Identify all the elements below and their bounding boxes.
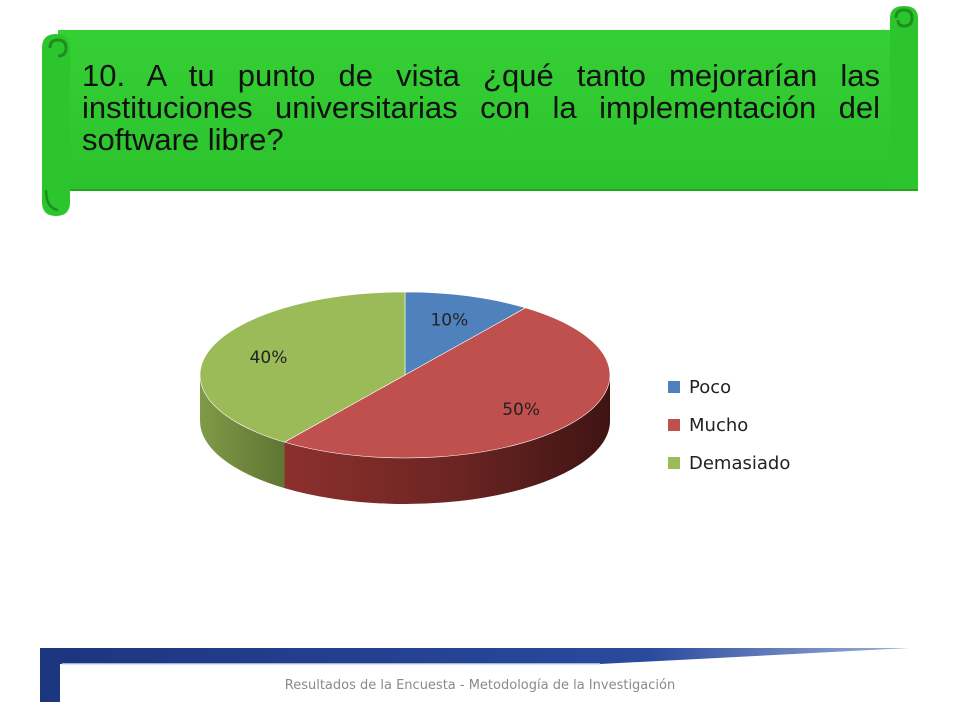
- legend-item-mucho: Mucho: [668, 406, 790, 444]
- banner-curl-right: [890, 6, 918, 190]
- pie-label-mucho: 50%: [502, 400, 540, 420]
- pie-slice-poco: [404, 291, 527, 376]
- banner-curl-left: [42, 34, 70, 216]
- legend-label-demasiado: Demasiado: [689, 452, 791, 474]
- footer-stripe: [40, 648, 910, 702]
- pie-slice-demasiado: [199, 291, 406, 443]
- legend-item-poco: Poco: [668, 368, 790, 406]
- footer-text: Resultados de la Encuesta - Metodología …: [284, 678, 676, 693]
- slide-question: 10. A tu punto de vista ¿qué tanto mejor…: [82, 58, 880, 157]
- pie-label-demasiado: 40%: [250, 348, 288, 368]
- pie-chart: 10% 50% 40%: [199, 291, 610, 504]
- pie-labels: 10% 50% 40%: [250, 311, 540, 420]
- pie-side-demasiado: [200, 375, 285, 489]
- chart-legend: Poco Mucho Demasiado: [668, 368, 790, 482]
- pie-tops: [199, 291, 610, 459]
- pie-label-poco: 10%: [430, 311, 468, 331]
- legend-item-demasiado: Demasiado: [668, 444, 790, 482]
- legend-swatch-mucho: [668, 419, 680, 431]
- scroll-banner: [42, 6, 918, 216]
- pie-slice-mucho: [283, 307, 610, 459]
- legend-label-poco: Poco: [689, 376, 732, 398]
- legend-swatch-poco: [668, 381, 680, 393]
- pie-side-mucho: [284, 375, 610, 504]
- banner-body: [58, 30, 918, 190]
- pie-sides: [200, 375, 610, 504]
- legend-label-mucho: Mucho: [689, 414, 749, 436]
- legend-swatch-demasiado: [668, 457, 680, 469]
- footer-bar: [40, 648, 910, 702]
